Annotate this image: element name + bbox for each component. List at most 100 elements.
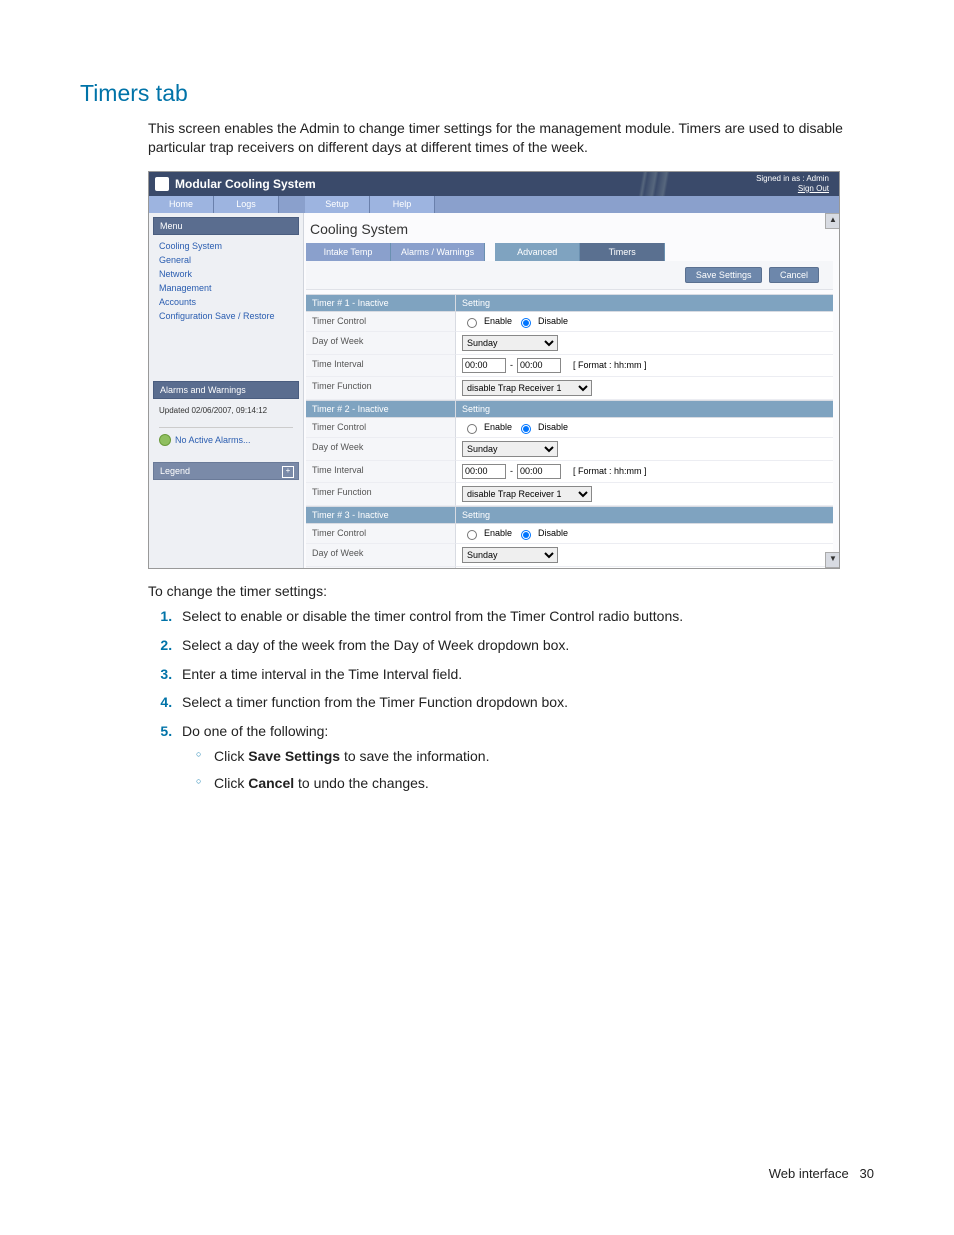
- row-label-day-of-week: Day of Week: [306, 438, 456, 461]
- menu-body: Cooling System General Network Managemen…: [153, 235, 299, 331]
- disable-radio[interactable]: [521, 530, 531, 540]
- instructions-lead: To change the timer settings:: [148, 583, 874, 599]
- row-label-time-interval: Time Interval: [306, 567, 456, 569]
- menu-item-management[interactable]: Management: [159, 281, 293, 295]
- time-interval-cell: - [ Format : hh:mm ]: [456, 355, 833, 377]
- step-3: Enter a time interval in the Time Interv…: [176, 665, 874, 694]
- time-to-input[interactable]: [517, 464, 561, 479]
- step-5-text: Do one of the following:: [182, 723, 328, 739]
- alarms-header: Alarms and Warnings: [153, 381, 299, 399]
- signed-in-label: Signed in as : Admin: [756, 174, 829, 184]
- time-from-input[interactable]: [462, 464, 506, 479]
- action-row: Save Settings Cancel: [306, 261, 833, 290]
- timer-control-cell: Enable Disable: [456, 524, 833, 544]
- timer-function-cell: disable Trap Receiver 1: [456, 483, 833, 506]
- menu-item-general[interactable]: General: [159, 253, 293, 267]
- legend-header[interactable]: Legend +: [153, 462, 299, 480]
- footer-page: 30: [860, 1166, 874, 1181]
- enable-radio[interactable]: [467, 424, 477, 434]
- legend-label: Legend: [160, 466, 190, 476]
- disable-radio[interactable]: [521, 424, 531, 434]
- row-label-day-of-week: Day of Week: [306, 544, 456, 567]
- tab-home[interactable]: Home: [149, 196, 214, 213]
- timer-section-3: Timer # 3 - InactiveSettingTimer Control…: [306, 506, 833, 569]
- day-of-week-select[interactable]: Sunday: [462, 441, 558, 457]
- footer-label: Web interface: [769, 1166, 849, 1181]
- time-format-hint: [ Format : hh:mm ]: [573, 360, 647, 370]
- time-format-hint: [ Format : hh:mm ]: [573, 466, 647, 476]
- timer-control-cell: Enable Disable: [456, 418, 833, 438]
- row-label-timer-control: Timer Control: [306, 524, 456, 544]
- day-of-week-cell: Sunday: [456, 544, 833, 567]
- steps-list: Select to enable or disable the timer co…: [148, 607, 874, 811]
- row-label-timer-control: Timer Control: [306, 418, 456, 438]
- header-decoration: [589, 172, 719, 196]
- menu-item-config-save-restore[interactable]: Configuration Save / Restore: [159, 309, 293, 323]
- time-from-input[interactable]: [462, 358, 506, 373]
- enable-radio[interactable]: [467, 530, 477, 540]
- scroll-down-icon[interactable]: ▼: [825, 552, 840, 568]
- menu-item-cooling[interactable]: Cooling System: [159, 239, 293, 253]
- row-label-time-interval: Time Interval: [306, 355, 456, 377]
- timer-section-1: Timer # 1 - InactiveSettingTimer Control…: [306, 294, 833, 400]
- alarms-body: Updated 02/06/2007, 09:14:12 No Active A…: [153, 399, 299, 454]
- page-footer: Web interface 30: [769, 1166, 874, 1181]
- step-1: Select to enable or disable the timer co…: [176, 607, 874, 636]
- top-tabs: Home Logs Setup Help: [149, 196, 839, 213]
- menu-header: Menu: [153, 217, 299, 235]
- signin-area: Signed in as : Admin Sign Out: [756, 174, 829, 194]
- step-4: Select a timer function from the Timer F…: [176, 693, 874, 722]
- save-settings-button[interactable]: Save Settings: [685, 267, 763, 283]
- time-to-input[interactable]: [517, 358, 561, 373]
- step-2: Select a day of the week from the Day of…: [176, 636, 874, 665]
- substep-b: Click Cancel to undo the changes.: [200, 774, 874, 801]
- disable-radio[interactable]: [521, 318, 531, 328]
- tab-logs[interactable]: Logs: [214, 196, 279, 213]
- row-label-timer-function: Timer Function: [306, 377, 456, 400]
- subtab-alarms-warnings[interactable]: Alarms / Warnings: [391, 243, 485, 261]
- row-label-timer-control: Timer Control: [306, 312, 456, 332]
- timer-header-label: Timer # 3 - Inactive: [306, 507, 456, 524]
- subtab-advanced[interactable]: Advanced: [495, 243, 580, 261]
- time-interval-cell: - [ Format : hh:mm ]: [456, 461, 833, 483]
- substep-a: Click Save Settings to save the informat…: [200, 747, 874, 774]
- sign-out-link[interactable]: Sign Out: [756, 184, 829, 194]
- tab-setup[interactable]: Setup: [305, 196, 370, 213]
- alarm-line[interactable]: No Active Alarms...: [159, 434, 293, 446]
- timer-function-select[interactable]: disable Trap Receiver 1: [462, 486, 592, 502]
- screenshot-panel: Modular Cooling System Signed in as : Ad…: [148, 171, 840, 569]
- timer-header-label: Timer # 1 - Inactive: [306, 295, 456, 312]
- row-label-timer-function: Timer Function: [306, 483, 456, 506]
- day-of-week-cell: Sunday: [456, 438, 833, 461]
- timer-control-cell: Enable Disable: [456, 312, 833, 332]
- day-of-week-select[interactable]: Sunday: [462, 335, 558, 351]
- row-label-day-of-week: Day of Week: [306, 332, 456, 355]
- no-active-alarms: No Active Alarms...: [175, 435, 251, 445]
- app-header: Modular Cooling System Signed in as : Ad…: [149, 172, 839, 196]
- status-ok-icon: [159, 434, 171, 446]
- menu-item-accounts[interactable]: Accounts: [159, 295, 293, 309]
- sub-tabs: Intake Temp Alarms / Warnings Advanced T…: [306, 243, 833, 261]
- day-of-week-select[interactable]: Sunday: [462, 547, 558, 563]
- timer-section-2: Timer # 2 - InactiveSettingTimer Control…: [306, 400, 833, 506]
- expand-icon[interactable]: +: [282, 466, 294, 478]
- setting-header-label: Setting: [456, 401, 833, 418]
- setting-header-label: Setting: [456, 507, 833, 524]
- substep-list: Click Save Settings to save the informat…: [182, 747, 874, 801]
- subtab-timers[interactable]: Timers: [580, 243, 665, 261]
- timer-function-select[interactable]: disable Trap Receiver 1: [462, 380, 592, 396]
- scroll-up-icon[interactable]: ▲: [825, 213, 840, 229]
- hp-logo-icon: [155, 177, 169, 191]
- cancel-button[interactable]: Cancel: [769, 267, 819, 283]
- subtab-intake-temp[interactable]: Intake Temp: [306, 243, 391, 261]
- intro-paragraph: This screen enables the Admin to change …: [148, 119, 874, 157]
- enable-radio[interactable]: [467, 318, 477, 328]
- tab-help[interactable]: Help: [370, 196, 435, 213]
- setting-header-label: Setting: [456, 295, 833, 312]
- row-label-time-interval: Time Interval: [306, 461, 456, 483]
- alarms-updated: Updated 02/06/2007, 09:14:12: [159, 403, 293, 423]
- step-5: Do one of the following: Click Save Sett…: [176, 722, 874, 811]
- menu-item-network[interactable]: Network: [159, 267, 293, 281]
- timer-header-label: Timer # 2 - Inactive: [306, 401, 456, 418]
- timer-function-cell: disable Trap Receiver 1: [456, 377, 833, 400]
